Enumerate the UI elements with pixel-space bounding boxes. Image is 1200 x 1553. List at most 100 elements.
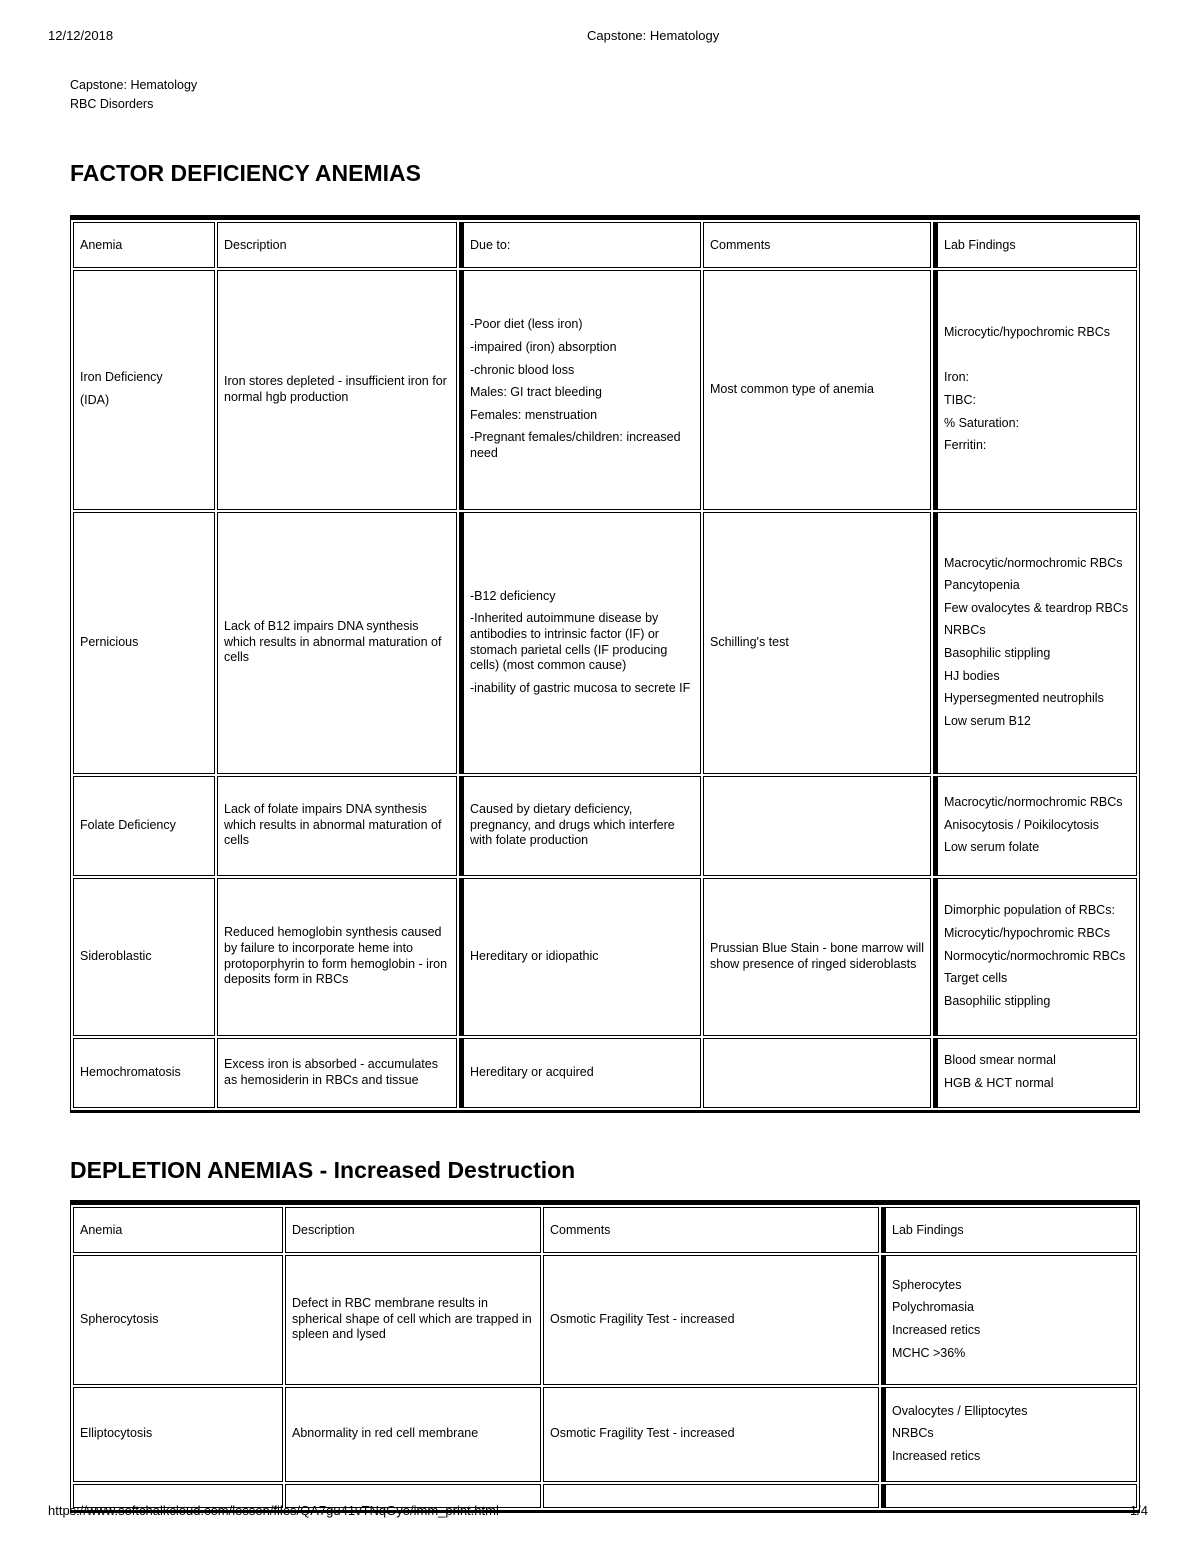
cell-line: Normocytic/normochromic RBCs xyxy=(944,948,1126,963)
document-body: Capstone: Hematology RBC Disorders FACTO… xyxy=(70,0,1140,1513)
table-cell: Sideroblastic xyxy=(73,877,215,1036)
column-header: Lab Findings xyxy=(933,221,1137,268)
section-heading-factor-deficiency: FACTOR DEFICIENCY ANEMIAS xyxy=(70,159,421,186)
table-cell: Hereditary or idiopathic xyxy=(459,877,701,1036)
print-footer: https://www.softchalkcloud.com/lesson/fi… xyxy=(48,1503,1148,1518)
cell-line: Defect in RBC membrane results in spheri… xyxy=(292,1296,532,1342)
cell-line: Females: menstruation xyxy=(470,407,598,422)
cell-line: Low serum B12 xyxy=(944,713,1031,728)
print-header: 12/12/2018 Capstone: Hematology xyxy=(0,28,1200,46)
table-cell: -B12 deficiency -Inherited autoimmune dis… xyxy=(459,511,701,774)
doc-subtitle: RBC Disorders xyxy=(70,96,154,111)
cell-line: -Pregnant females/children: increased ne… xyxy=(470,430,681,461)
cell-line: Target cells xyxy=(944,971,1008,986)
cell-line: Spherocytosis xyxy=(80,1311,159,1326)
table-cell: Dimorphic population of RBCs: Microcytic/… xyxy=(933,877,1137,1036)
table-cell xyxy=(703,775,931,876)
column-header: Comments xyxy=(703,221,931,268)
cell-line: Sideroblastic xyxy=(80,948,152,963)
table-cell: Schilling's test xyxy=(703,511,931,774)
table-cell xyxy=(73,1483,283,1508)
section-heading-depletion: DEPLETION ANEMIAS - Increased Destructio… xyxy=(70,1156,576,1183)
cell-line: Reduced hemoglobin synthesis caused by f… xyxy=(224,925,448,987)
cell-line: -inability of gastric mucosa to secrete … xyxy=(470,680,691,695)
cell-line: HJ bodies xyxy=(944,668,1000,683)
cell-line: Microcytic/hypochromic RBCs xyxy=(944,325,1111,340)
cell-line: -B12 deficiency xyxy=(470,588,556,603)
cell-line: Most common type of anemia xyxy=(710,381,874,396)
cell-line: Osmotic Fragility Test - increased xyxy=(550,1426,735,1441)
table-row: Hemochromatosis Excess iron is absorbed -… xyxy=(73,1037,1137,1108)
cell-line: Iron stores depleted - insufficient iron… xyxy=(224,373,447,404)
cell-line: Macrocytic/normochromic RBCs xyxy=(944,795,1123,810)
table-cell: Iron stores depleted - insufficient iron… xyxy=(217,269,457,510)
cell-line: Abnormality in red cell membrane xyxy=(292,1426,479,1441)
column-header: Anemia xyxy=(73,1206,283,1253)
cell-line: Folate Deficiency xyxy=(80,817,176,832)
table-cell xyxy=(543,1483,879,1508)
cell-line: Hemochromatosis xyxy=(80,1064,181,1079)
table-cell: Blood smear normal HGB & HCT normal xyxy=(933,1037,1137,1108)
table-cell: Elliptocytosis xyxy=(73,1386,283,1482)
cell-line xyxy=(944,348,1130,364)
column-header: Anemia xyxy=(73,221,215,268)
table-row: Sideroblastic Reduced hemoglobin synthesi… xyxy=(73,877,1137,1036)
cell-line: TIBC: xyxy=(944,393,976,407)
table-row xyxy=(73,1483,1137,1508)
column-header: Description xyxy=(217,221,457,268)
cell-line: (IDA) xyxy=(80,393,110,407)
document-head: Capstone: Hematology RBC Disorders xyxy=(70,0,1140,114)
cell-line: -impaired (iron) absorption xyxy=(470,339,617,354)
cell-line: Lack of B12 impairs DNA synthesis which … xyxy=(224,619,442,665)
table-cell: Most common type of anemia xyxy=(703,269,931,510)
table-cell: Osmotic Fragility Test - increased xyxy=(543,1254,879,1385)
cell-line: Hereditary or acquired xyxy=(470,1064,594,1079)
table-row: Folate Deficiency Lack of folate impairs … xyxy=(73,775,1137,876)
cell-line: -Poor diet (less iron) xyxy=(470,317,583,332)
print-title: Capstone: Hematology xyxy=(587,28,720,43)
table-cell: Excess iron is absorbed - accumulates as… xyxy=(217,1037,457,1108)
cell-line: Basophilic stippling xyxy=(944,993,1051,1008)
cell-line: Dimorphic population of RBCs: xyxy=(944,903,1115,918)
table-cell: Pernicious xyxy=(73,511,215,774)
cell-line: Pancytopenia xyxy=(944,578,1020,593)
header-row: Anemia Description Comments Lab Findings xyxy=(73,1206,1137,1253)
cell-line: Elliptocytosis xyxy=(80,1426,153,1441)
table-cell: Prussian Blue Stain - bone marrow will s… xyxy=(703,877,931,1036)
cell-line: Prussian Blue Stain - bone marrow will s… xyxy=(710,940,924,971)
table-cell: Hemochromatosis xyxy=(73,1037,215,1108)
table-cell: Microcytic/hypochromic RBCs Iron: TIBC: % … xyxy=(933,269,1137,510)
table-cell xyxy=(881,1483,1137,1508)
cell-line: Iron: xyxy=(944,370,970,385)
cell-line: Polychromasia xyxy=(892,1300,974,1315)
cell-line: Ovalocytes / Elliptocytes xyxy=(892,1403,1028,1418)
cell-line: Spherocytes xyxy=(892,1277,962,1292)
column-header: Lab Findings xyxy=(881,1206,1137,1253)
cell-line: Lack of folate impairs DNA synthesis whi… xyxy=(224,802,442,848)
cell-line: Males: GI tract bleeding xyxy=(470,385,603,400)
cell-line: Basophilic stippling xyxy=(944,646,1051,660)
cell-line: HGB & HCT normal xyxy=(944,1076,1054,1090)
doc-title: Capstone: Hematology xyxy=(70,78,198,92)
table-cell: Macrocytic/normochromic RBCs Anisocytosis… xyxy=(933,775,1137,876)
table-row: Elliptocytosis Abnormality in red cell me… xyxy=(73,1386,1137,1482)
table-cell: Caused by dietary deficiency, pregnancy,… xyxy=(459,775,701,876)
table-cell: Macrocytic/normochromic RBCs Pancytopenia… xyxy=(933,511,1137,774)
cell-line: Pernicious xyxy=(80,634,139,649)
table-row: Spherocytosis Defect in RBC membrane resu… xyxy=(73,1254,1137,1385)
column-header: Due to: xyxy=(459,221,701,268)
column-header: Description xyxy=(285,1206,541,1253)
cell-line: Ferritin: xyxy=(944,438,987,453)
cell-line: -Inherited autoimmune disease by antibod… xyxy=(470,611,668,673)
cell-line: Osmotic Fragility Test - increased xyxy=(550,1311,735,1326)
table-cell: Spherocytosis xyxy=(73,1254,283,1385)
cell-line: Blood smear normal xyxy=(944,1053,1056,1068)
table-cell xyxy=(703,1037,931,1108)
cell-line: Low serum folate xyxy=(944,840,1040,855)
cell-line: MCHC >36% xyxy=(892,1345,966,1360)
table-cell: Defect in RBC membrane results in spheri… xyxy=(285,1254,541,1385)
cell-line: NRBCs xyxy=(944,623,986,638)
cell-line: % Saturation: xyxy=(944,415,1020,430)
table-cell: Ovalocytes / Elliptocytes NRBCs Increased … xyxy=(881,1386,1137,1482)
